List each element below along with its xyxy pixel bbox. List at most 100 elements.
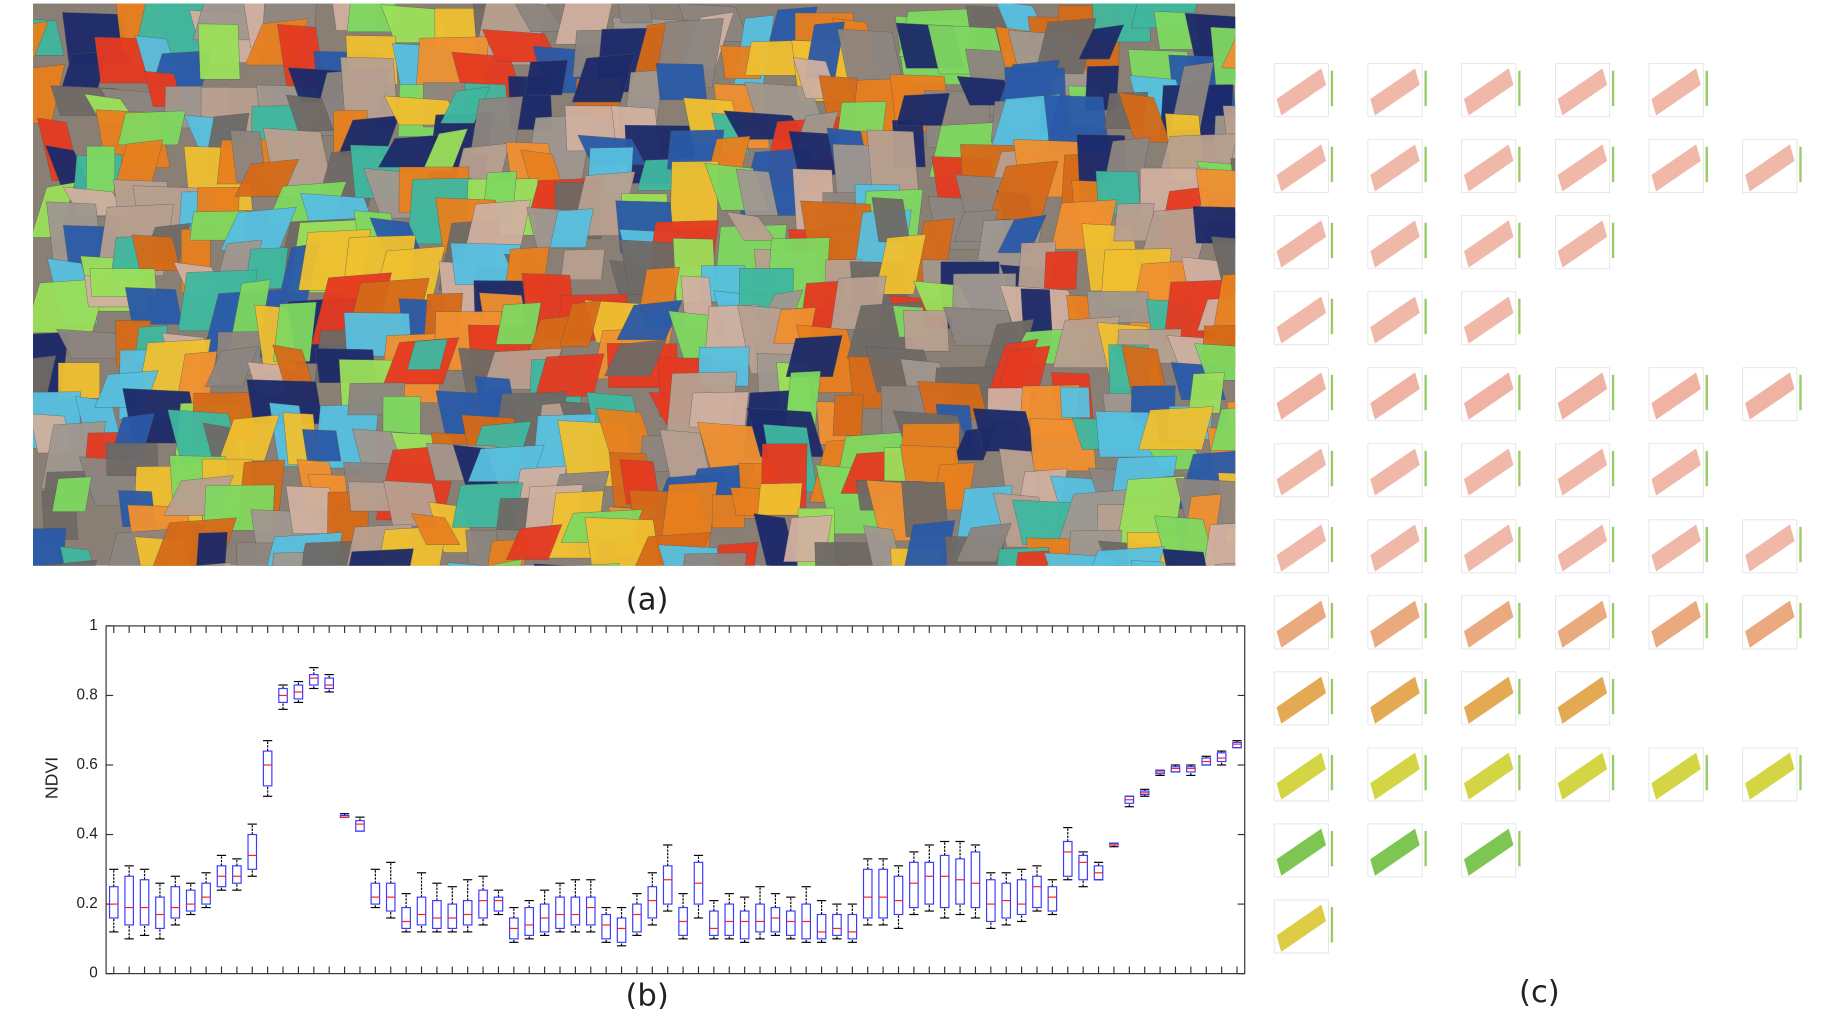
field-patch	[1192, 206, 1236, 244]
thumbnail	[1461, 443, 1521, 498]
thumb-colorbar	[1424, 602, 1427, 639]
thumb-field	[1651, 448, 1701, 496]
thumb-field	[1557, 220, 1608, 268]
field-patch	[571, 53, 636, 103]
thumbnail	[1742, 367, 1802, 422]
thumbnail	[1648, 519, 1708, 574]
thumb-colorbar	[1518, 678, 1521, 715]
thumbnail	[1554, 367, 1615, 422]
field-patch	[560, 248, 605, 281]
field-patch	[785, 335, 843, 377]
field-patch	[117, 110, 186, 146]
field-patch	[347, 481, 391, 512]
satellite-image	[33, 3, 1236, 629]
field-patch	[683, 552, 747, 566]
thumb-colorbar	[1611, 602, 1615, 639]
y-tick-label: 0.8	[77, 686, 98, 703]
thumbnail	[1367, 595, 1427, 650]
box	[632, 903, 642, 933]
thumbnail	[1554, 443, 1615, 498]
box	[1062, 840, 1073, 877]
box	[185, 889, 196, 912]
box	[232, 865, 242, 884]
field-patch	[272, 552, 304, 566]
thumb-field	[1463, 600, 1514, 648]
thumb-colorbar	[1330, 374, 1334, 411]
field-patch	[533, 563, 573, 566]
box	[401, 906, 411, 930]
thumbnail	[1273, 215, 1334, 270]
field-patch	[1130, 560, 1164, 566]
thumb-field	[1463, 828, 1514, 876]
box	[909, 861, 919, 909]
field-patch	[617, 3, 653, 24]
thumb-colorbar	[1424, 298, 1427, 335]
thumbnail	[1273, 139, 1334, 194]
field-patch	[940, 572, 984, 629]
field-patch	[447, 562, 489, 566]
y-tick-label: 0	[89, 965, 98, 982]
thumb-colorbar	[1330, 146, 1334, 183]
thumbnail	[1554, 63, 1615, 118]
thumb-colorbar	[1799, 754, 1802, 791]
box	[878, 868, 888, 919]
field-patch	[131, 234, 181, 271]
y-tick-label: 0.4	[77, 826, 99, 843]
field-patch	[204, 345, 259, 388]
thumb-colorbar	[1705, 374, 1708, 411]
thumbnail	[1742, 139, 1802, 194]
thumb-field	[1370, 144, 1420, 192]
thumb-colorbar	[1705, 146, 1708, 183]
box	[893, 875, 904, 916]
box	[662, 865, 673, 905]
thumbnail	[1648, 443, 1708, 498]
thumb-field	[1745, 144, 1795, 192]
thumb-field	[1651, 600, 1701, 648]
thumbnail	[1648, 139, 1708, 194]
thumb-colorbar	[1705, 602, 1708, 639]
thumb-colorbar	[1424, 222, 1427, 259]
thumb-field	[1370, 372, 1420, 420]
box	[432, 900, 442, 930]
thumb-field	[1276, 68, 1327, 116]
thumb-colorbar	[1611, 526, 1615, 563]
thumb-colorbar	[1330, 70, 1334, 107]
field-patch	[218, 414, 280, 461]
field-patch	[559, 300, 602, 348]
thumb-field	[1463, 296, 1514, 344]
field-patch	[1162, 548, 1207, 566]
field-patch	[655, 63, 707, 101]
thumb-field	[1276, 220, 1327, 268]
thumb-field	[1370, 828, 1420, 876]
box	[1216, 752, 1227, 763]
thumb-colorbar	[1611, 678, 1615, 715]
thumb-colorbar	[1518, 374, 1521, 411]
thumb-field	[1276, 144, 1327, 192]
box	[201, 882, 211, 905]
thumbnail	[1742, 595, 1802, 650]
thumb-field	[1276, 372, 1327, 420]
field-patch	[135, 579, 208, 615]
box	[862, 868, 873, 919]
thumbnail	[1273, 291, 1334, 346]
field-patch	[837, 101, 887, 132]
thumbnail	[1554, 747, 1615, 802]
field-patch	[535, 353, 605, 397]
field-patch	[972, 408, 1037, 452]
box	[1186, 766, 1196, 773]
thumb-field	[1557, 600, 1608, 648]
thumb-field	[1463, 448, 1514, 496]
field-patch	[1015, 550, 1050, 566]
thumb-colorbar	[1330, 907, 1334, 943]
field-patch	[729, 569, 796, 618]
thumbnail	[1367, 443, 1427, 498]
thumbnail	[1367, 671, 1427, 726]
box	[478, 889, 488, 919]
thumb-field	[1276, 904, 1327, 952]
field-patch	[86, 145, 116, 197]
thumbnail	[1273, 443, 1334, 498]
thumb-field	[1276, 296, 1327, 344]
thumb-colorbar	[1330, 678, 1334, 715]
thumb-field	[1276, 448, 1327, 496]
